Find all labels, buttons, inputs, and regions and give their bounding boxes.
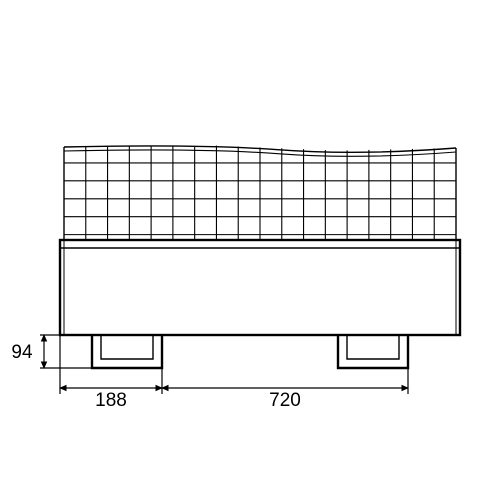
tray-body bbox=[60, 240, 460, 335]
dim-label-94: 94 bbox=[11, 342, 33, 363]
technical-drawing: 94 188 720 bbox=[0, 0, 500, 500]
foot-left bbox=[92, 335, 162, 368]
dimensions: 94 188 720 bbox=[11, 335, 408, 411]
dim-label-188: 188 bbox=[95, 390, 127, 411]
dim-label-720: 720 bbox=[269, 390, 301, 411]
grate-mesh bbox=[64, 146, 456, 240]
foot-right bbox=[338, 335, 408, 368]
